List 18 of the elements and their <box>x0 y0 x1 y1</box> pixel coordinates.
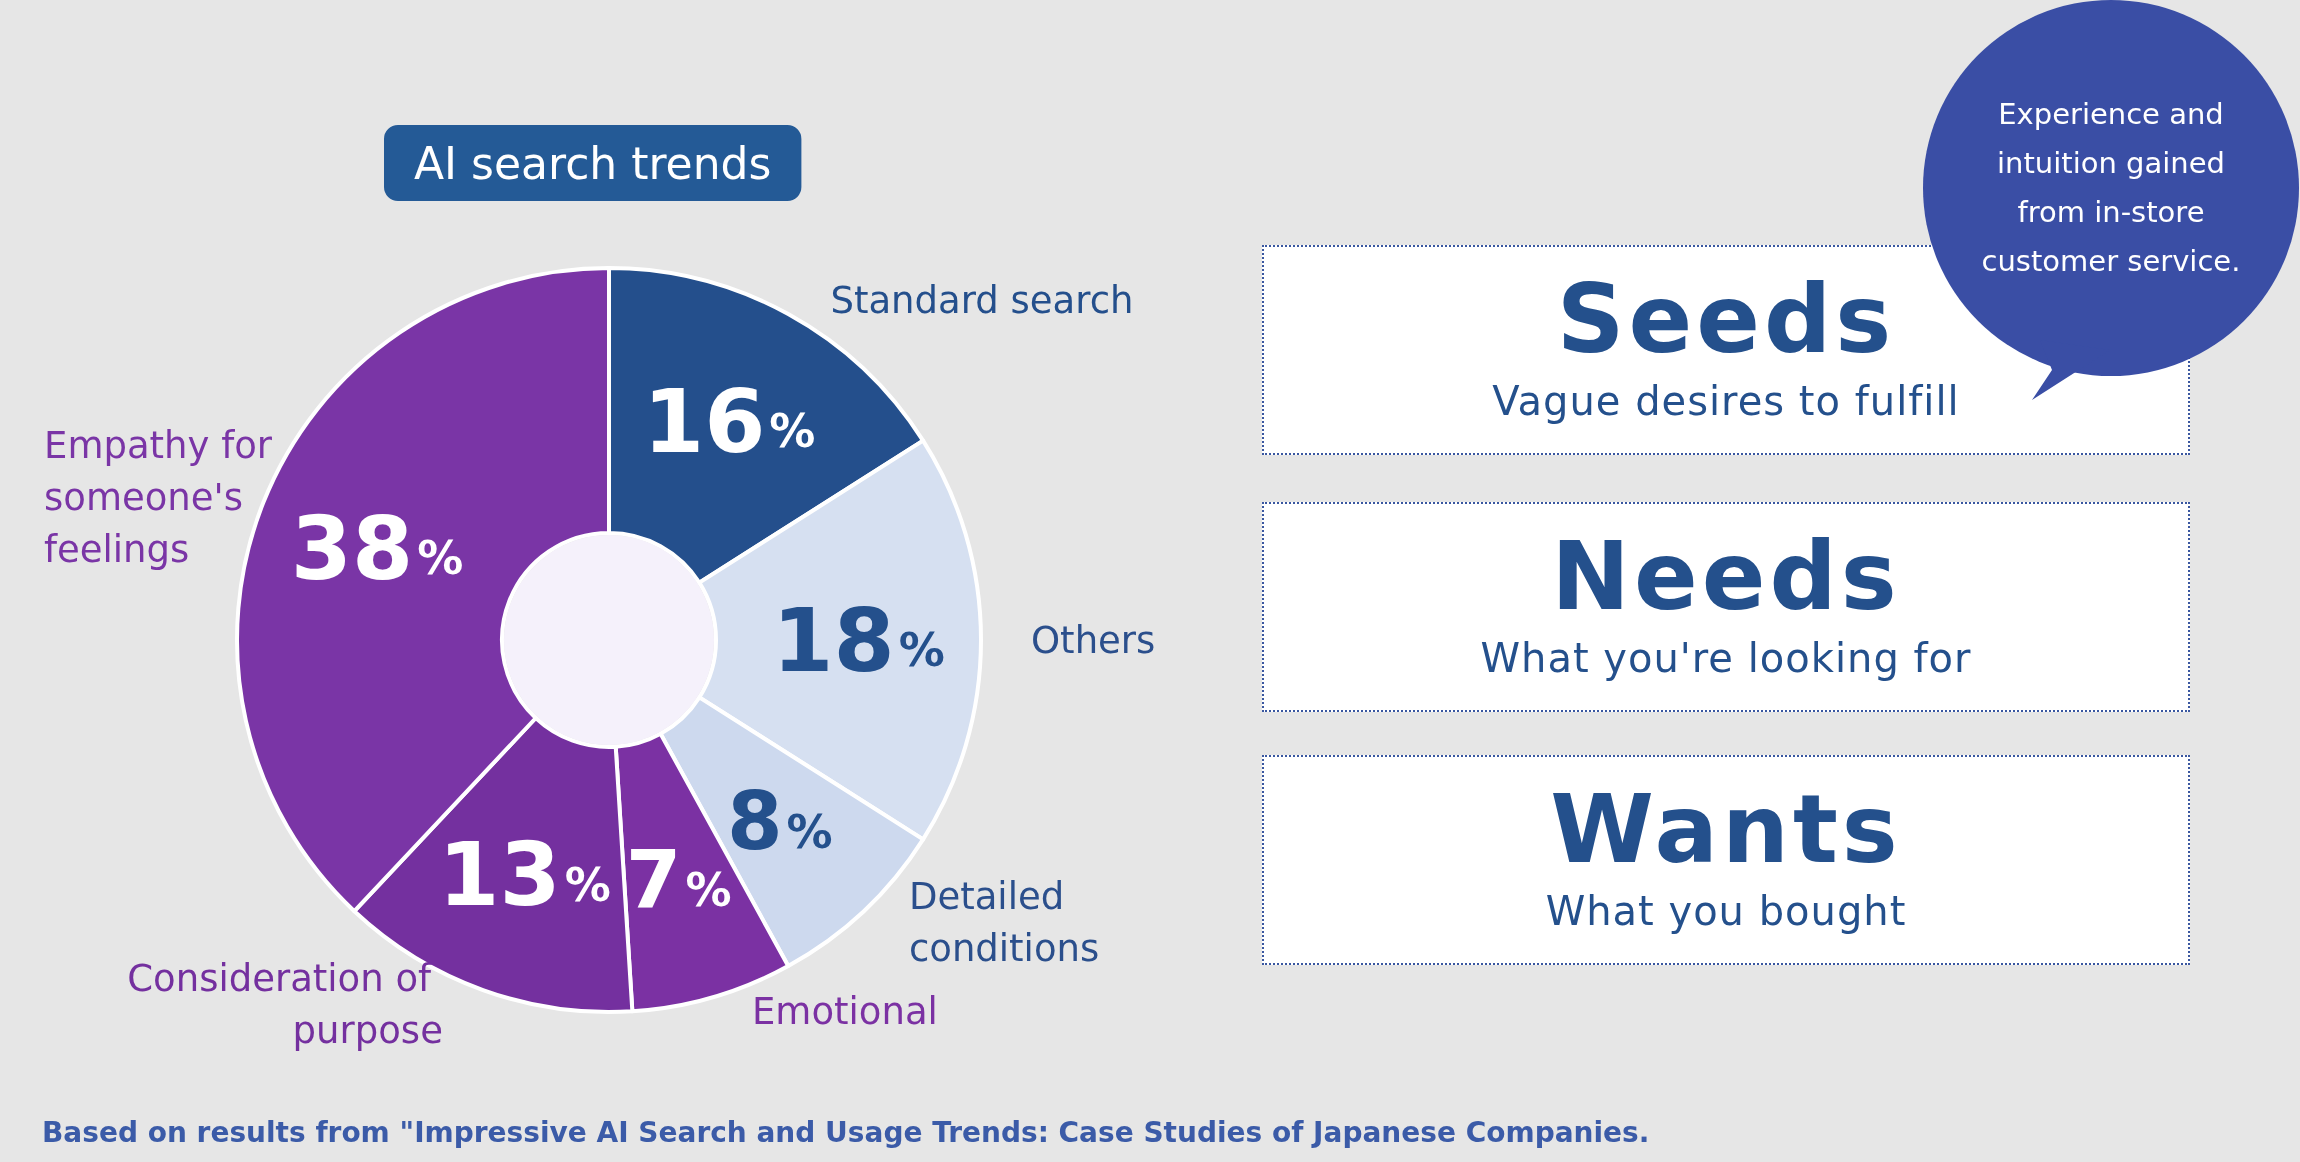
data-label: 16% <box>642 369 816 473</box>
text: Based on results from "Impressive AI Search and Usage Trends: Case Studies of Japanese Companies. <box>42 1115 1650 1149</box>
slice-label: Others <box>1031 618 1156 662</box>
data-label: 38% <box>290 496 464 600</box>
data-label: 13% <box>438 823 611 927</box>
chart-title: AI search trends <box>414 137 772 189</box>
slice-label: Detailed conditions <box>908 874 1100 970</box>
text: What you bought <box>1544 887 1908 936</box>
text: Vague desires to fulfill <box>1491 377 1961 426</box>
slice-label: Standard search <box>830 279 1134 323</box>
text: Needs <box>1550 522 1902 632</box>
text: Seeds <box>1556 265 1896 374</box>
text: Wants <box>1549 775 1903 885</box>
slice-label: Emotional <box>751 990 938 1034</box>
slice-label: Empathy for someone's feelings <box>44 424 284 572</box>
text: What you're looking for <box>1479 634 1973 683</box>
data-label: 18% <box>772 588 945 692</box>
slice-label: Consideration of purpose <box>127 956 443 1052</box>
